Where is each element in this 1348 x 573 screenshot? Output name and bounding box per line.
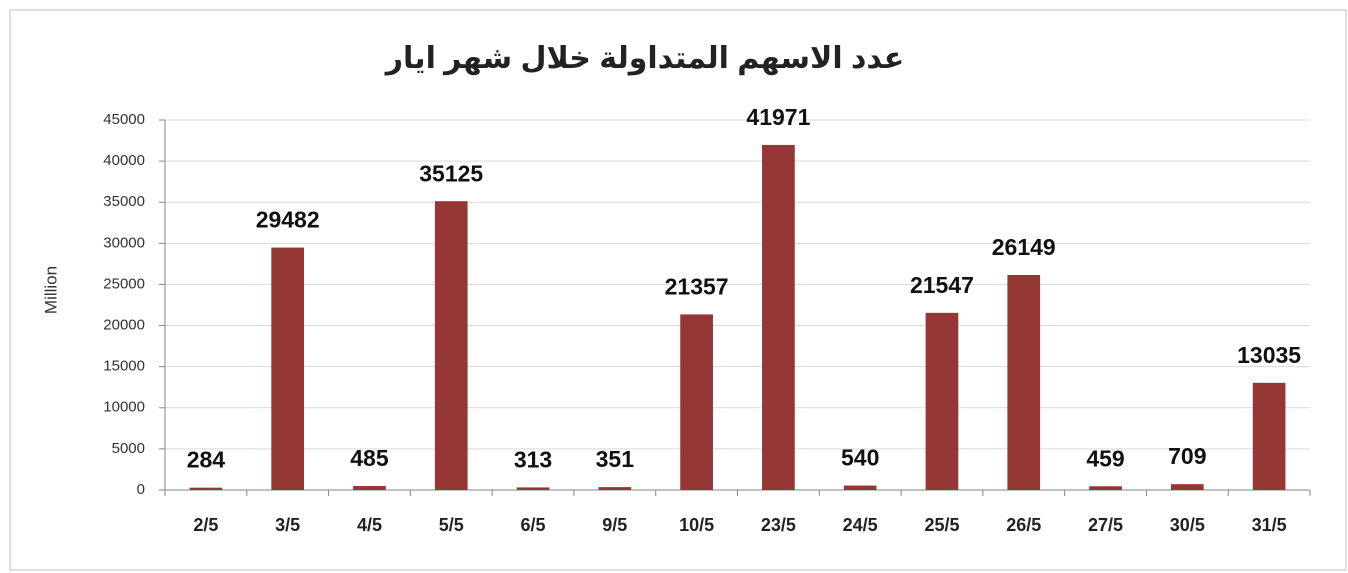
data-label: 29482 <box>256 207 320 233</box>
data-label: 21357 <box>665 273 729 299</box>
data-label: 709 <box>1168 443 1206 469</box>
chart-title: عدد الاسهم المتداولة خلال شهر ايار <box>384 42 904 76</box>
y-tick-label: 35000 <box>103 193 145 210</box>
chart-frame <box>9 9 1347 571</box>
bar <box>516 487 550 490</box>
y-tick-label: 20000 <box>103 317 145 334</box>
x-tick-label: 26/5 <box>1006 515 1041 535</box>
data-label: 540 <box>841 445 879 471</box>
y-tick-label: 45000 <box>103 111 145 128</box>
x-tick-label: 5/5 <box>439 515 464 535</box>
data-label: 13035 <box>1237 342 1301 368</box>
x-tick-label: 31/5 <box>1252 515 1287 535</box>
data-label: 41971 <box>746 104 810 130</box>
bar <box>271 247 305 490</box>
y-axis-label: Million <box>41 266 60 314</box>
x-tick-label: 2/5 <box>193 515 218 535</box>
bar <box>598 487 632 490</box>
bar <box>680 314 713 490</box>
y-tick-label: 5000 <box>112 440 145 457</box>
bar <box>189 487 223 490</box>
x-tick-label: 3/5 <box>275 515 300 535</box>
bar <box>1252 382 1286 490</box>
bar <box>434 201 468 490</box>
bar <box>925 312 959 490</box>
data-label: 351 <box>596 446 635 472</box>
bar <box>1089 486 1122 490</box>
y-tick-label: 10000 <box>103 399 145 416</box>
x-tick-label: 30/5 <box>1170 515 1205 535</box>
y-tick-label: 30000 <box>103 234 145 251</box>
x-tick-label: 4/5 <box>357 515 382 535</box>
data-label: 313 <box>514 447 552 473</box>
bar <box>1170 484 1204 490</box>
x-tick-label: 10/5 <box>679 515 714 535</box>
data-label: 459 <box>1086 445 1124 471</box>
bar <box>762 144 795 491</box>
data-label: 26149 <box>992 234 1056 260</box>
x-tick-label: 25/5 <box>924 515 959 535</box>
bar <box>353 486 386 490</box>
x-tick-label: 23/5 <box>761 515 796 535</box>
x-tick-label: 9/5 <box>602 515 627 535</box>
bar <box>1007 274 1041 490</box>
bar <box>843 485 877 490</box>
data-label: 21547 <box>910 272 974 298</box>
x-tick-label: 24/5 <box>843 515 878 535</box>
data-label: 284 <box>187 447 226 473</box>
y-tick-label: 40000 <box>103 152 145 169</box>
y-tick-label: 15000 <box>103 358 145 375</box>
y-tick-label: 25000 <box>103 275 145 292</box>
data-label: 35125 <box>419 160 483 186</box>
y-tick-label: 0 <box>137 481 145 498</box>
data-label: 485 <box>350 445 389 471</box>
x-tick-label: 6/5 <box>521 515 546 535</box>
x-tick-label: 27/5 <box>1088 515 1123 535</box>
